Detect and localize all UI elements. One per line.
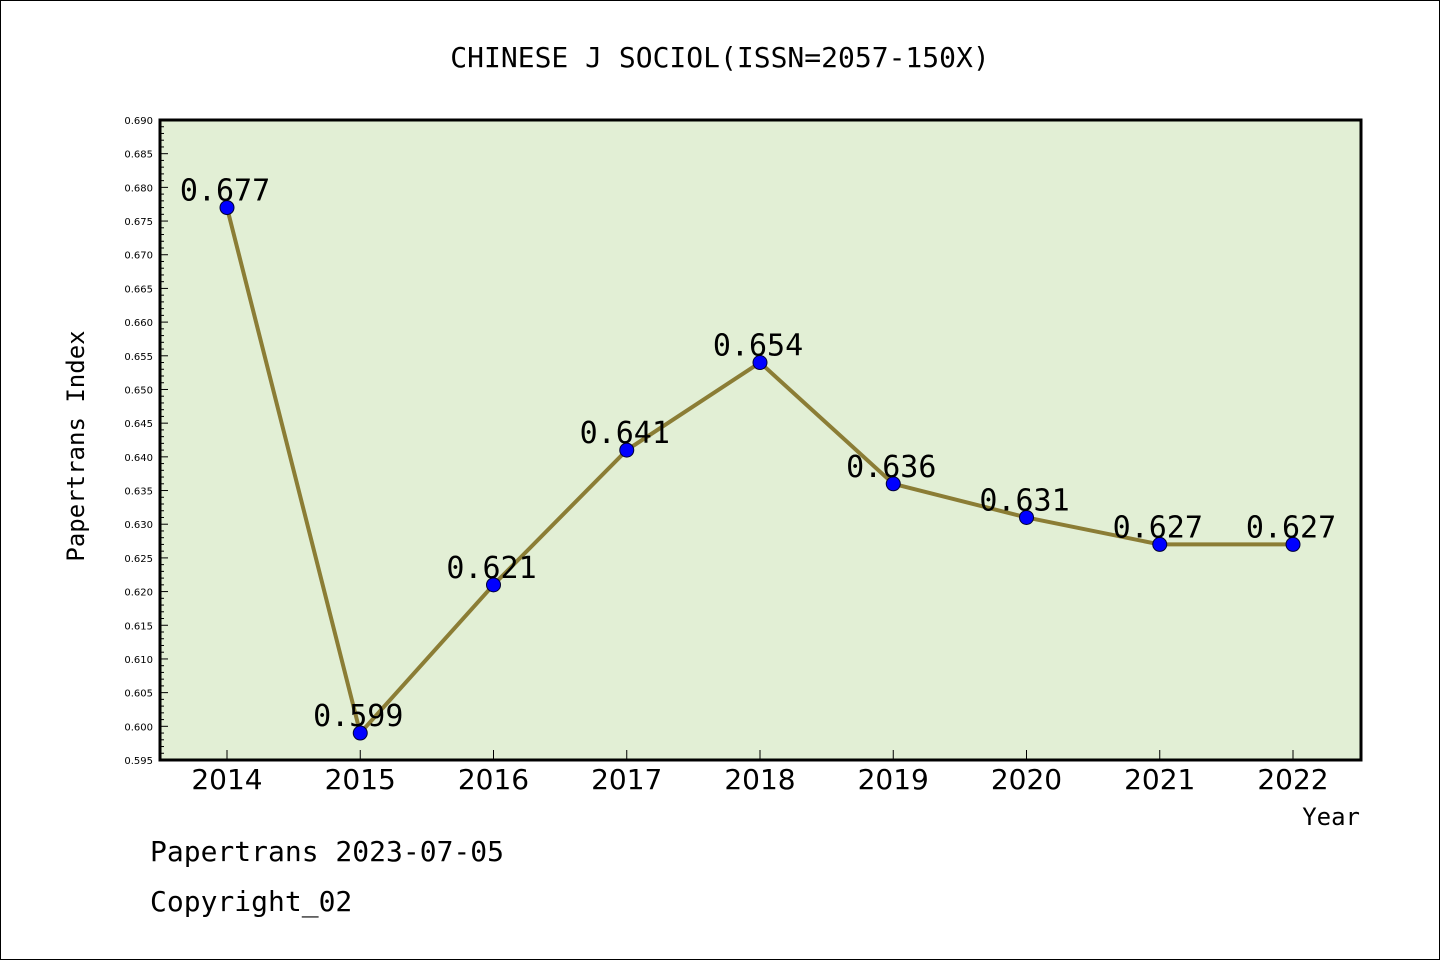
chart-title: CHINESE J SOCIOL(ISSN=2057-150X) [450, 41, 989, 74]
y-tick-label: 0.610 [124, 655, 153, 666]
footer-copyright-text: Copyright_02 [150, 885, 353, 918]
data-label: 0.636 [846, 450, 936, 485]
x-tick-label: 2019 [858, 763, 929, 796]
data-point-marker [219, 200, 235, 216]
y-tick-label: 0.625 [124, 554, 153, 565]
y-tick-label: 0.670 [124, 251, 153, 262]
x-tick-label: 2022 [1257, 763, 1328, 796]
y-tick-label: 0.650 [124, 385, 153, 396]
y-tick-label: 0.660 [124, 318, 153, 329]
data-point-marker [486, 577, 501, 593]
y-tick-label: 0.630 [124, 520, 153, 531]
y-tick-label: 0.690 [124, 116, 153, 127]
y-axis: 0.595 0.600 0.605 0.610 0.615 0.620 0.625 0.630… [124, 116, 168, 767]
x-tick-label: 2014 [191, 763, 262, 796]
data-label: 0.621 [446, 551, 536, 586]
x-tick-label: 2015 [325, 763, 396, 796]
data-point-marker [1285, 536, 1301, 552]
data-label: 0.641 [580, 416, 670, 451]
x-axis-label: Year [1302, 803, 1360, 831]
y-tick-label: 0.685 [124, 150, 153, 161]
y-tick-label: 0.680 [124, 183, 153, 194]
y-tick-label: 0.645 [124, 419, 153, 430]
y-tick-label: 0.635 [124, 487, 153, 498]
data-label: 0.677 [180, 174, 270, 209]
data-label: 0.627 [1113, 510, 1203, 545]
data-point-marker [1019, 509, 1034, 525]
y-tick-label: 0.665 [124, 284, 153, 295]
data-label: 0.599 [313, 699, 403, 734]
y-tick-label: 0.675 [124, 217, 153, 228]
data-label: 0.631 [979, 483, 1069, 518]
footer-date-text: Papertrans 2023-07-05 [150, 835, 505, 868]
data-point-marker [885, 476, 901, 492]
plot-area [158, 118, 1363, 762]
y-axis-label: Papertrans Index [62, 330, 90, 561]
data-label: 0.654 [713, 329, 803, 364]
y-tick-label: 0.620 [124, 588, 153, 599]
x-tick-label: 2021 [1124, 763, 1195, 796]
x-tick-label: 2017 [591, 763, 662, 796]
data-point-marker [619, 442, 635, 458]
y-tick-label: 0.600 [124, 722, 153, 733]
x-axis: 2014 2015 2016 2017 2018 2019 2020 2021 2022 [191, 750, 1329, 796]
data-point-marker [1152, 536, 1168, 552]
data-point-marker [352, 725, 368, 741]
y-tick-label: 0.655 [124, 352, 153, 363]
x-tick-label: 2020 [991, 763, 1062, 796]
data-label: 0.627 [1246, 510, 1336, 545]
y-tick-label: 0.605 [124, 689, 153, 700]
y-tick-label: 0.615 [124, 621, 153, 632]
y-tick-label: 0.640 [124, 453, 153, 464]
data-point-marker [752, 355, 768, 371]
y-tick-label: 0.595 [124, 756, 153, 767]
x-tick-label: 2018 [724, 763, 795, 796]
series: 0.677 0.599 0.621 0.641 0.654 0.636 0.631 0.627… [180, 174, 1336, 741]
x-tick-label: 2016 [458, 763, 529, 796]
